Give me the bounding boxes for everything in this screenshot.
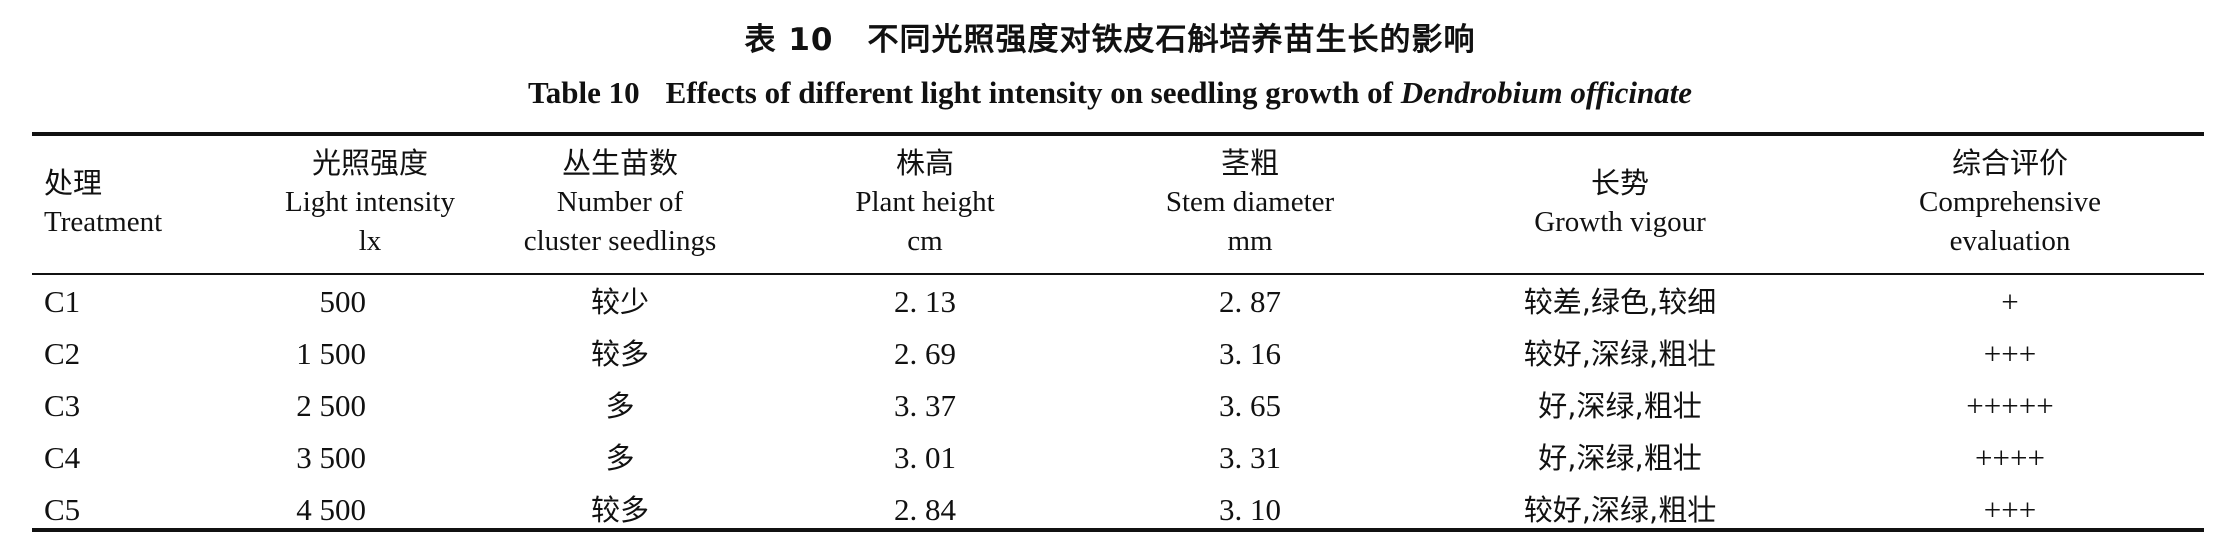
table-row: C5 4 500 较多 2. 84 3. 10 较好,深绿,粗壮 +++: [0, 484, 2220, 536]
cell-cluster-seedlings: 较多: [590, 493, 649, 527]
header-cluster-seedlings-en-1: Number of: [556, 186, 684, 218]
cell-growth-vigour: 好,深绿,粗壮: [1538, 389, 1702, 423]
table-title-english: Effects of different light intensity on …: [665, 75, 1393, 110]
cell-growth-vigour: 较好,深绿,粗壮: [1523, 493, 1717, 527]
table-caption-chinese: 表 10 不同光照强度对铁皮石斛培养苗生长的影响: [0, 14, 2220, 59]
table-row: C4 3 500 多 3. 01 3. 31 好,深绿,粗壮 ++++: [0, 432, 2220, 484]
header-growth-vigour: 长势 Growth vigour: [1450, 164, 1790, 242]
header-stem-diameter-unit: mm: [1227, 225, 1273, 257]
cell-evaluation: ++++: [1975, 440, 2045, 475]
cell-stem-diameter: 3. 16: [1219, 336, 1281, 371]
cell-plant-height: 3. 37: [894, 388, 956, 423]
cell-plant-height: 2. 69: [894, 336, 956, 371]
cell-evaluation: +++: [1983, 336, 2037, 371]
header-cluster-seedlings: 丛生苗数 Number of cluster seedlings: [455, 144, 785, 261]
cell-growth-vigour: 好,深绿,粗壮: [1538, 441, 1702, 475]
cell-treatment: C5: [44, 492, 81, 527]
cell-growth-vigour: 较差,绿色,较细: [1523, 285, 1717, 319]
table-title-chinese: 不同光照强度对铁皮石斛培养苗生长的影响: [867, 22, 1476, 58]
header-treatment: 处理 Treatment: [44, 164, 162, 242]
cell-plant-height: 2. 13: [894, 284, 956, 319]
cell-treatment: C3: [44, 388, 81, 423]
table-top-rule: [32, 132, 2204, 136]
header-plant-height-unit: cm: [907, 225, 943, 257]
cell-plant-height: 2. 84: [894, 492, 956, 527]
cell-cluster-seedlings: 较多: [590, 337, 649, 371]
header-plant-height: 株高 Plant height cm: [775, 144, 1075, 261]
header-cluster-seedlings-zh: 丛生苗数: [561, 146, 678, 180]
cell-evaluation: +: [2001, 284, 2019, 319]
cell-cluster-seedlings: 较少: [590, 285, 649, 319]
cell-stem-diameter: 3. 10: [1219, 492, 1281, 527]
cell-cluster-seedlings: 多: [605, 389, 635, 423]
header-growth-vigour-en: Growth vigour: [1534, 206, 1706, 238]
header-comprehensive-evaluation-en-2: evaluation: [1949, 225, 2071, 257]
cell-treatment: C1: [44, 284, 81, 319]
header-stem-diameter: 茎粗 Stem diameter mm: [1100, 144, 1400, 261]
table-bottom-rule: [32, 528, 2204, 532]
cell-stem-diameter: 3. 65: [1219, 388, 1281, 423]
header-light-intensity-unit: lx: [358, 225, 382, 257]
cell-stem-diameter: 2. 87: [1219, 284, 1281, 319]
table-caption-english: Table 10 Effects of different light inten…: [0, 75, 2220, 111]
cell-stem-diameter: 3. 31: [1219, 440, 1281, 475]
table-row: C2 1 500 较多 2. 69 3. 16 较好,深绿,粗壮 +++: [0, 328, 2220, 380]
cell-light-intensity: 500: [319, 284, 367, 319]
cell-evaluation: +++: [1983, 492, 2037, 527]
header-comprehensive-evaluation-zh: 综合评价: [1951, 146, 2068, 180]
header-treatment-zh: 处理: [44, 166, 103, 200]
table-number-english: Table 10: [527, 75, 640, 110]
cell-treatment: C4: [44, 440, 81, 475]
header-stem-diameter-zh: 茎粗: [1220, 146, 1279, 180]
header-cluster-seedlings-en-2: cluster seedlings: [523, 225, 717, 257]
header-treatment-en: Treatment: [44, 206, 163, 238]
cell-growth-vigour: 较好,深绿,粗壮: [1523, 337, 1717, 371]
header-stem-diameter-en: Stem diameter: [1165, 186, 1335, 218]
header-light-intensity: 光照强度 Light intensity lx: [220, 144, 520, 261]
header-light-intensity-en: Light intensity: [285, 186, 455, 218]
table-row: C1 500 较少 2. 13 2. 87 较差,绿色,较细 +: [0, 276, 2220, 328]
header-growth-vigour-zh: 长势: [1590, 166, 1649, 200]
cell-light-intensity: 1 500: [296, 336, 366, 371]
table-number-chinese: 表 10: [744, 22, 834, 58]
cell-light-intensity: 2 500: [296, 388, 366, 423]
header-comprehensive-evaluation-en-1: Comprehensive: [1918, 186, 2101, 218]
table-header-rule: [32, 273, 2204, 275]
cell-evaluation: +++++: [1966, 388, 2054, 423]
cell-cluster-seedlings: 多: [605, 441, 635, 475]
header-plant-height-zh: 株高: [895, 146, 954, 180]
cell-treatment: C2: [44, 336, 81, 371]
header-comprehensive-evaluation: 综合评价 Comprehensive evaluation: [1860, 144, 2160, 261]
header-plant-height-en: Plant height: [855, 186, 995, 218]
species-name: Dendrobium officinate: [1400, 75, 1693, 110]
cell-light-intensity: 3 500: [296, 440, 366, 475]
table-row: C3 2 500 多 3. 37 3. 65 好,深绿,粗壮 +++++: [0, 380, 2220, 432]
header-light-intensity-zh: 光照强度: [311, 146, 428, 180]
cell-light-intensity: 4 500: [296, 492, 366, 527]
cell-plant-height: 3. 01: [894, 440, 956, 475]
